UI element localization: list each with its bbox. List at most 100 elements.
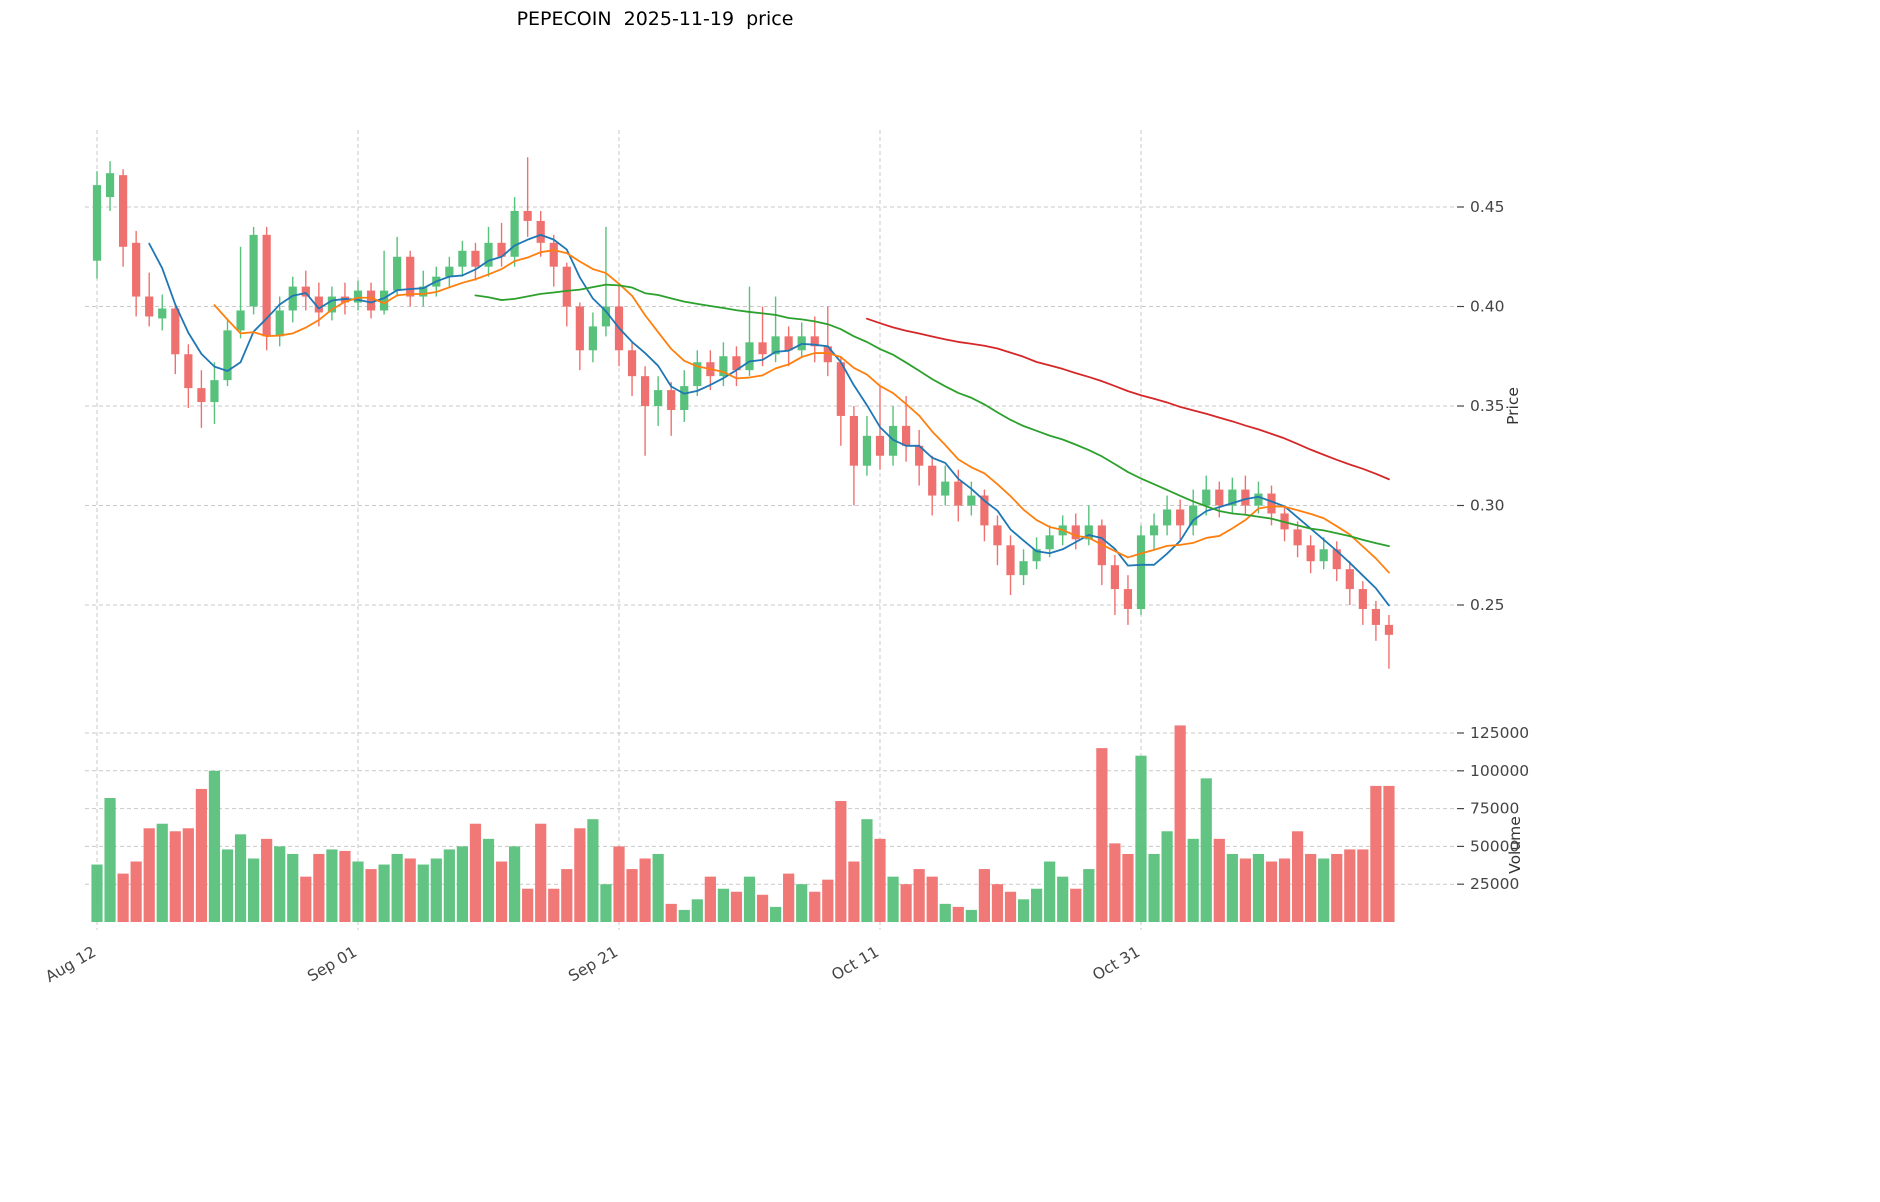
candle-body bbox=[262, 234, 271, 337]
volume-bar bbox=[1109, 843, 1121, 922]
candle-body bbox=[954, 481, 963, 506]
volume-bar bbox=[261, 838, 273, 922]
volume-bar bbox=[926, 876, 938, 922]
candle-body bbox=[210, 380, 219, 403]
volume-bar bbox=[1096, 748, 1108, 922]
candle-body bbox=[119, 175, 128, 247]
candle-body bbox=[1032, 549, 1041, 562]
volume-bar bbox=[756, 894, 769, 922]
volume-bar bbox=[326, 849, 338, 922]
volume-bar bbox=[352, 861, 364, 922]
volume-bar bbox=[1278, 858, 1291, 922]
volume-bar bbox=[535, 823, 547, 922]
volume-bar bbox=[1057, 876, 1069, 922]
candle-body bbox=[784, 336, 793, 351]
volume-bar bbox=[443, 849, 455, 922]
volume-bar bbox=[978, 869, 990, 922]
volume-bar bbox=[1292, 831, 1304, 922]
candle-body bbox=[980, 495, 989, 526]
volume-bar bbox=[874, 838, 886, 922]
candle-body bbox=[92, 185, 102, 261]
volume-bar bbox=[730, 891, 743, 922]
volume-bar bbox=[613, 846, 625, 922]
volume-bar bbox=[221, 849, 234, 922]
candle-body bbox=[1306, 545, 1315, 562]
volume-bar bbox=[1265, 861, 1278, 922]
price-tick-label: 0.45 bbox=[1470, 198, 1505, 216]
volume-bar bbox=[117, 873, 129, 922]
candle-body bbox=[771, 336, 780, 355]
volume-bar bbox=[1226, 853, 1238, 922]
candle-body bbox=[1045, 535, 1054, 550]
volume-bar bbox=[991, 884, 1004, 922]
candle-body bbox=[915, 445, 924, 466]
volume-bar bbox=[300, 876, 312, 922]
volume-bar bbox=[1370, 785, 1382, 922]
candle-body bbox=[393, 256, 402, 291]
volume-bar bbox=[639, 858, 651, 922]
volume-bar bbox=[1083, 869, 1095, 922]
volume-bar bbox=[469, 823, 482, 922]
volume-bar bbox=[482, 838, 495, 922]
ma-line-5 bbox=[148, 233, 1390, 607]
candle-body bbox=[327, 296, 336, 313]
volume-bar bbox=[861, 819, 873, 922]
volume-bar bbox=[939, 903, 951, 922]
volume-bar bbox=[1318, 858, 1330, 922]
volume-tick-label: 100000 bbox=[1470, 762, 1529, 780]
volume-bar bbox=[770, 906, 782, 922]
volume-bar bbox=[104, 798, 116, 922]
candle-body bbox=[758, 342, 767, 355]
volume-bar bbox=[1161, 831, 1173, 922]
candle-body bbox=[1006, 545, 1015, 576]
volume-bar bbox=[143, 828, 155, 922]
volume-bar bbox=[234, 834, 247, 922]
volume-bar bbox=[1044, 861, 1056, 922]
volume-bar bbox=[522, 888, 534, 922]
candle-body bbox=[536, 220, 545, 243]
volume-tick-label: 75000 bbox=[1470, 800, 1519, 818]
volume-bar bbox=[665, 903, 677, 922]
volume-bar bbox=[913, 869, 925, 922]
candle-body bbox=[810, 336, 819, 347]
price-tick-label: 0.30 bbox=[1470, 497, 1505, 515]
candle-body bbox=[1136, 535, 1146, 609]
candle-body bbox=[928, 465, 937, 496]
candle-body bbox=[1123, 589, 1133, 609]
volume-bar bbox=[378, 864, 390, 922]
candle-body bbox=[132, 242, 141, 297]
volume-bar bbox=[156, 823, 168, 922]
volume-bar bbox=[195, 788, 207, 922]
candle-body bbox=[510, 210, 519, 257]
candle-body bbox=[1293, 529, 1302, 546]
candle-body bbox=[275, 310, 284, 337]
candle-body bbox=[1110, 565, 1119, 590]
volume-bar bbox=[626, 869, 638, 922]
volume-bar bbox=[1239, 858, 1251, 922]
candle-body bbox=[197, 388, 206, 403]
volume-bar bbox=[1252, 853, 1265, 922]
volume-bar bbox=[900, 884, 912, 922]
volume-bar bbox=[1331, 853, 1343, 922]
candle-body bbox=[967, 495, 976, 506]
volume-bar bbox=[796, 884, 808, 922]
candle-body bbox=[366, 290, 376, 311]
candle-body bbox=[1163, 509, 1172, 526]
volume-bar bbox=[600, 884, 612, 922]
candle-body bbox=[171, 308, 180, 355]
volume-bar bbox=[391, 853, 403, 922]
volume-bar bbox=[91, 864, 103, 922]
candle-body bbox=[1189, 505, 1198, 526]
candle-body bbox=[184, 354, 193, 389]
volume-bar bbox=[574, 828, 586, 922]
candle-body bbox=[732, 356, 741, 371]
candle-body bbox=[1358, 589, 1367, 609]
volume-bar bbox=[1017, 899, 1030, 922]
volume-bar bbox=[1344, 849, 1356, 922]
x-tick-label: Oct 31 bbox=[1089, 943, 1143, 984]
candle-body bbox=[1384, 624, 1394, 635]
chart-title: PEPECOIN 2025-11-19 price bbox=[516, 8, 794, 30]
candle-body bbox=[601, 306, 611, 327]
